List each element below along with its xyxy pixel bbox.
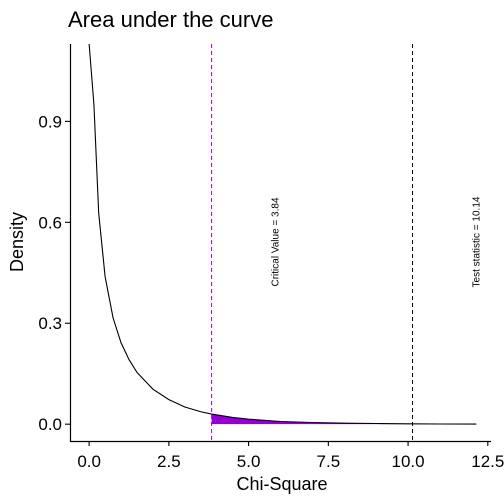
x-axis-title: Chi-Square <box>236 474 327 494</box>
x-tick-label: 10.0 <box>392 452 425 471</box>
x-tick-label: 12.5 <box>471 452 504 471</box>
x-tick-label: 2.5 <box>157 452 181 471</box>
x-tick-label: 7.5 <box>317 452 341 471</box>
chart-title: Area under the curve <box>68 7 273 32</box>
y-axis-ticks: 0.0 0.3 0.6 0.9 <box>38 112 70 434</box>
y-tick-label: 0.6 <box>38 213 62 232</box>
x-axis-ticks: 0.0 2.5 5.0 7.5 10.0 12.5 <box>77 441 504 471</box>
y-tick-label: 0.0 <box>38 415 62 434</box>
vline-label-0: Critical Value = 3.84 <box>271 197 282 286</box>
plot-area: Critical Value = 3.84 Test statistic = 10… <box>88 43 483 441</box>
y-axis-title: Density <box>7 212 27 272</box>
x-tick-label: 0.0 <box>77 452 101 471</box>
y-tick-label: 0.3 <box>38 314 62 333</box>
vline-label-1: Test statistic = 10.14 <box>472 196 483 287</box>
y-tick-label: 0.9 <box>38 112 62 131</box>
density-curve <box>88 43 477 425</box>
x-tick-label: 5.0 <box>237 452 261 471</box>
